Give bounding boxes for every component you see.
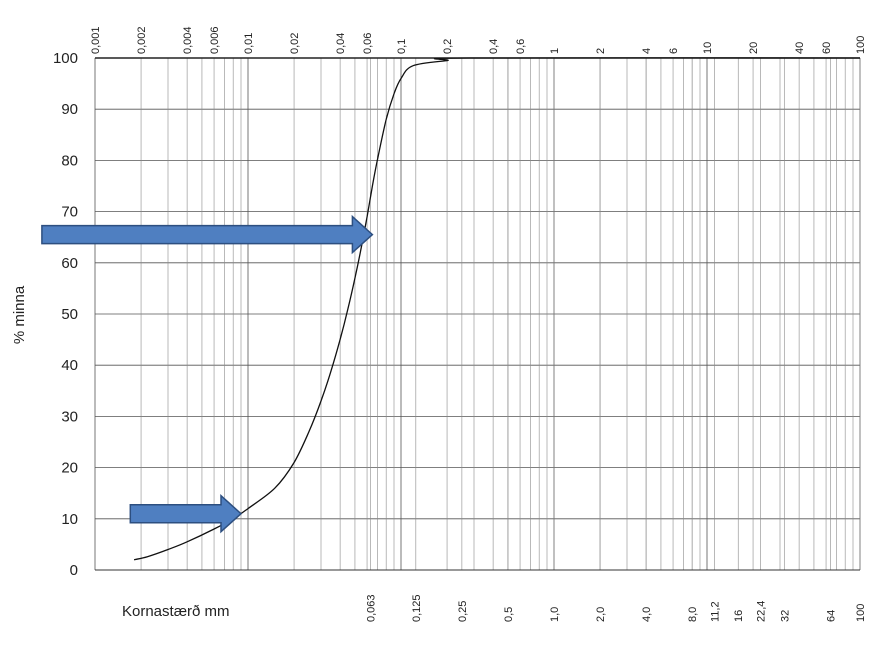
top-tick-label: 0,002 [136,26,148,54]
bottom-tick-label: 0,063 [365,594,377,622]
bottom-tick-label: 22,4 [756,601,768,622]
y-tick-label: 100 [53,50,78,67]
top-tick-label: 100 [855,36,867,54]
bottom-tick-label: 0,125 [411,594,423,622]
top-tick-label: 0,004 [182,26,194,54]
top-tick-label: 0,01 [243,33,255,54]
annotations [41,214,374,534]
y-axis-label: % minna [11,285,28,344]
y-tick-label: 80 [61,152,78,169]
top-tick-label: 1 [549,48,561,54]
grid [94,57,861,571]
bottom-axis-ticks: 0,063 0,125 0,25 0,5 1,0 2,0 4,0 8,0 11,2 16 22,4 3… [365,594,867,622]
top-tick-label: 6 [668,48,680,54]
series-group [133,57,861,561]
top-tick-label: 2 [595,48,607,54]
y-tick-label: 60 [61,255,78,272]
y-tick-label: 90 [61,101,78,118]
top-tick-label: 10 [702,42,714,54]
y-tick-label: 40 [61,357,78,374]
bottom-tick-label: 11,2 [710,601,722,622]
cumulative-curve [133,57,861,561]
y-tick-label: 30 [61,408,78,425]
bottom-tick-label: 0,5 [503,607,515,622]
top-tick-label: 4 [641,48,653,54]
y-tick-label: 70 [61,204,78,221]
bottom-tick-label: 2,0 [595,607,607,622]
top-tick-label: 40 [794,42,806,54]
bottom-tick-label: 32 [779,610,791,622]
top-tick-label: 0,02 [289,33,301,54]
top-tick-label: 0,04 [335,33,347,54]
bottom-tick-label: 8,0 [687,607,699,622]
bottom-tick-label: 4,0 [641,607,653,622]
top-tick-label: 0,1 [396,39,408,54]
top-tick-label: 0,06 [362,33,374,54]
y-tick-label: 0 [70,562,78,579]
y-axis-ticks: 0 10 20 30 40 50 60 70 80 90 100 [53,50,78,579]
bottom-tick-label: 16 [733,610,745,622]
bottom-tick-label: 1,0 [549,607,561,622]
top-tick-label: 0,4 [488,39,500,54]
bottom-tick-label: 0,25 [457,601,469,622]
arrow-annotation [129,494,243,534]
bottom-tick-label: 100 [855,604,867,622]
top-axis-ticks: 0,001 0,002 0,004 0,006 0,01 0,02 0,04 0,06 0,1 0… [90,26,867,54]
x-axis-label: Kornastærð mm [122,603,230,620]
y-tick-label: 20 [61,460,78,477]
top-tick-label: 0,001 [90,26,102,54]
top-tick-label: 0,6 [515,39,527,54]
arrow-annotation [41,214,374,255]
bottom-tick-label: 64 [825,610,837,622]
y-tick-label: 50 [61,306,78,323]
top-tick-label: 0,006 [209,26,221,54]
top-tick-label: 60 [821,42,833,54]
top-tick-label: 0,2 [442,39,454,54]
y-tick-label: 10 [61,511,78,528]
top-tick-label: 20 [748,42,760,54]
